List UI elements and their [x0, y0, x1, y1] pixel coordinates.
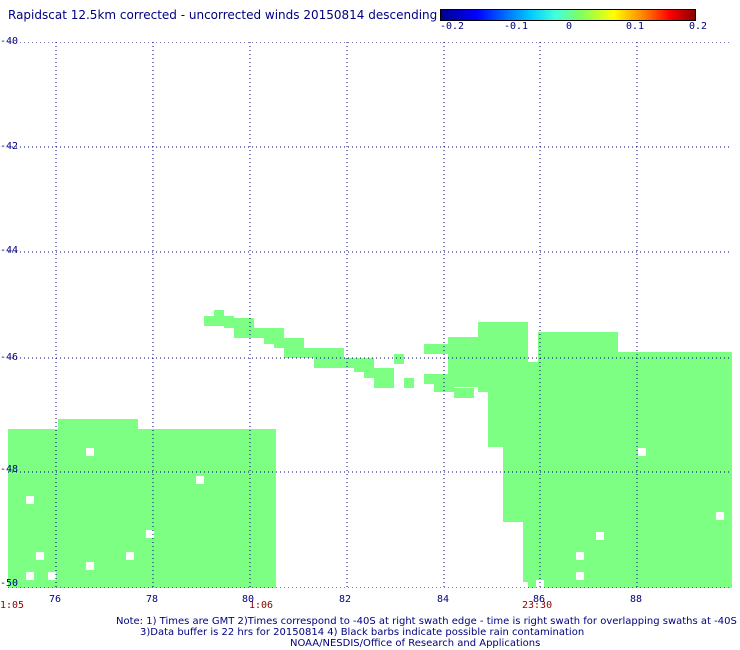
- swath-cell: [48, 572, 56, 580]
- map-plot: [8, 42, 732, 588]
- swath-cell: [214, 310, 224, 318]
- swath-cell: [234, 328, 254, 338]
- swath-cell: [394, 354, 404, 364]
- swath-cell: [424, 344, 454, 354]
- swath-cell: [364, 368, 394, 378]
- swath-cell: [204, 316, 234, 326]
- swath-cell: [638, 448, 646, 456]
- swath-cell: [126, 552, 134, 560]
- colorbar-tick-2: -0.1: [504, 21, 529, 32]
- chart-title: Rapidscat 12.5km corrected - uncorrected…: [8, 8, 438, 22]
- x-tick-label: 76: [49, 594, 62, 605]
- swath-cell: [224, 318, 254, 328]
- wind-swath-data: [8, 310, 732, 588]
- swath-cell: [274, 338, 304, 348]
- y-tick-label: -44: [0, 245, 19, 256]
- note-line-3: NOAA/NESDIS/Office of Research and Appli…: [290, 638, 541, 649]
- x-tick-label: 84: [437, 594, 450, 605]
- swath-cell: [503, 442, 533, 522]
- x-tick-label: 86: [533, 594, 546, 605]
- colorbar-tick-4: 0.1: [626, 21, 645, 32]
- swath-cell: [404, 378, 414, 388]
- swath-cell: [354, 362, 374, 372]
- x-tick-label: 88: [630, 594, 643, 605]
- colorbar-tick-1: -0.2: [440, 21, 465, 32]
- swath-cell: [36, 552, 44, 560]
- time-label: 1:06: [249, 600, 274, 611]
- swath-cell: [488, 387, 528, 447]
- swath-cell: [138, 419, 276, 429]
- swath-cell: [716, 512, 724, 520]
- map-grid: [8, 42, 732, 588]
- swath-cell: [314, 358, 354, 368]
- note-line-2: 3)Data buffer is 22 hrs for 20150814 4) …: [140, 627, 585, 638]
- swath-cell: [254, 328, 284, 338]
- swath-cell: [454, 388, 474, 398]
- swath-cell: [86, 448, 94, 456]
- swath-cell: [146, 530, 154, 538]
- y-tick-label: -48: [0, 464, 19, 475]
- swath-cell: [528, 362, 732, 588]
- swath-cell: [576, 572, 584, 580]
- swath-cell: [618, 352, 732, 362]
- swath-cell: [304, 348, 344, 358]
- colorbar: [440, 9, 696, 21]
- note-line-1: Note: 1) Times are GMT 2)Times correspon…: [116, 616, 737, 627]
- x-tick-label: 78: [146, 594, 159, 605]
- swath-cell: [596, 532, 604, 540]
- colorbar-tick-3: 0: [566, 21, 573, 32]
- y-tick-label: -46: [0, 352, 19, 363]
- swath-cell: [448, 337, 528, 387]
- swath-cell: [8, 419, 276, 588]
- swath-cell: [196, 476, 204, 484]
- swath-cell: [424, 374, 454, 384]
- swath-cell: [8, 419, 58, 429]
- time-label: 1:05: [0, 600, 25, 611]
- swath-cell: [576, 552, 584, 560]
- y-tick-label: -42: [0, 141, 19, 152]
- y-tick-label: -50: [0, 578, 19, 589]
- time-label: 23:30: [522, 600, 553, 611]
- colorbar-tick-5: 0.2: [689, 21, 708, 32]
- swath-cell: [523, 512, 538, 582]
- swath-cell: [374, 378, 394, 388]
- swath-cell: [26, 496, 34, 504]
- x-tick-label: 82: [339, 594, 352, 605]
- x-tick-label: 80: [242, 594, 255, 605]
- swath-cell: [536, 580, 544, 588]
- swath-cell: [86, 562, 94, 570]
- y-tick-label: -40: [0, 36, 19, 47]
- swath-cell: [264, 334, 274, 344]
- swath-cell: [538, 332, 618, 362]
- swath-cell: [26, 572, 34, 580]
- swath-cell: [284, 348, 304, 358]
